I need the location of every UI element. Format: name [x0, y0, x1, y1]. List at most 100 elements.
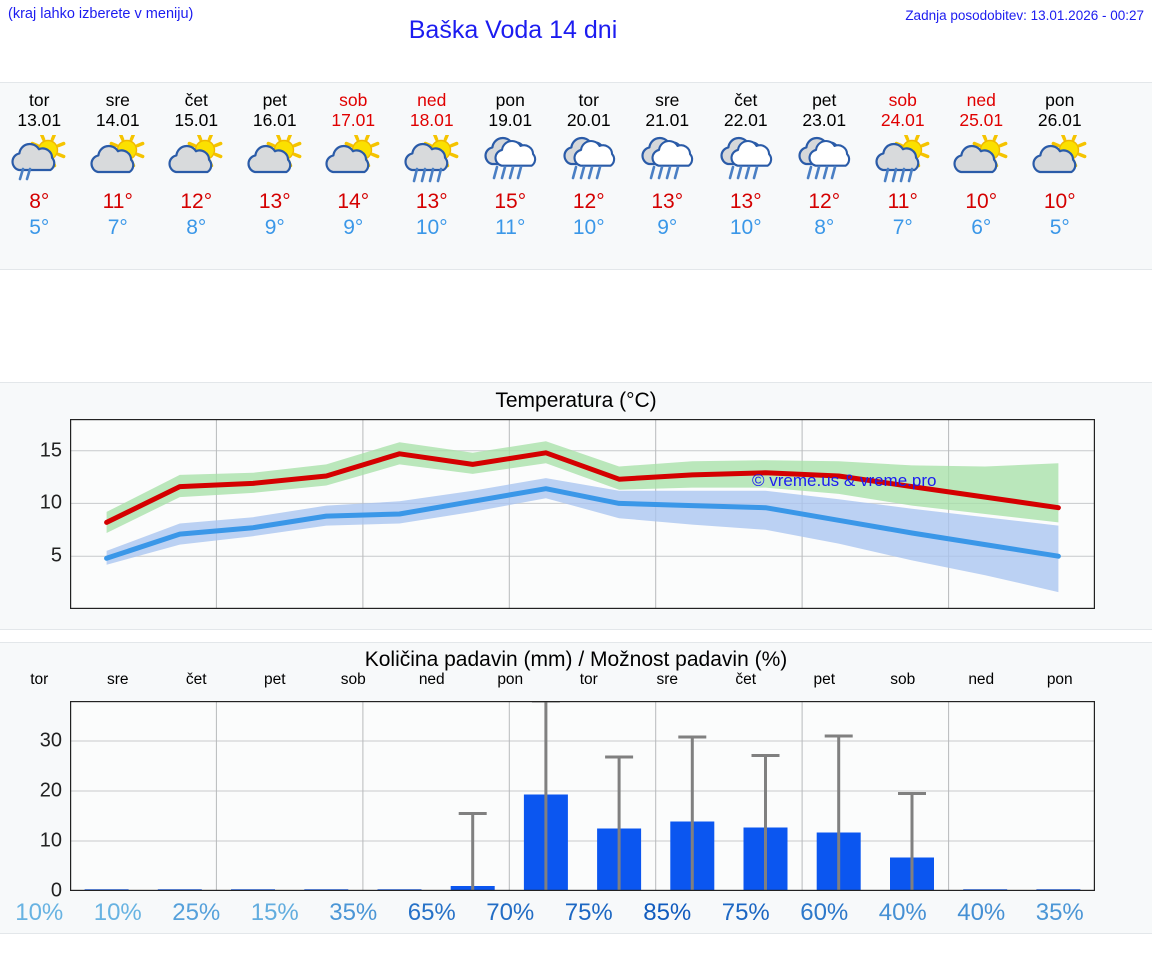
- day-forecast-card[interactable]: tor 13.01 8° 5°: [0, 83, 79, 269]
- day-date: 21.01: [645, 110, 690, 130]
- precipitation-day-label: sob: [340, 671, 366, 688]
- temperature-y-axis: 5 10 15: [0, 419, 62, 609]
- y-axis-tick-label: 5: [50, 544, 62, 567]
- temperature-chart-title: Temperatura (°C): [495, 389, 657, 412]
- precipitation-day-label: tor: [30, 671, 49, 688]
- temperature-chart-panel: Temperatura (°C) 5 10 15 © vreme.us & vrem…: [0, 382, 1152, 630]
- day-name: pet: [262, 90, 287, 110]
- day-forecast-card[interactable]: tor 20.01 12° 10°: [550, 83, 629, 269]
- day-date: 25.01: [959, 110, 1004, 130]
- day-date: 14.01: [95, 110, 140, 130]
- day-name: sre: [655, 90, 680, 110]
- day-name: čet: [184, 90, 208, 110]
- precipitation-y-axis: 0 10 20 30: [0, 701, 62, 902]
- precipitation-probability-label: 85%: [643, 899, 692, 926]
- precipitation-probability-label: 15%: [250, 899, 299, 926]
- day-max-temp: 14°: [337, 190, 370, 213]
- precipitation-day-label: pon: [497, 671, 524, 688]
- daily-forecast-list: tor 13.01 8° 5° sre 14.01 11° 7° čet 15.01 12° 8…: [0, 83, 1152, 269]
- day-min-temp: 9°: [343, 216, 364, 239]
- menu-hint: (kraj lahko izberete v meniju): [8, 6, 194, 22]
- day-forecast-card[interactable]: čet 22.01 13° 10°: [707, 83, 786, 269]
- day-forecast-card[interactable]: pet 23.01 12° 8°: [785, 83, 864, 269]
- precipitation-probability-row: 10% 10% 25% 15% 35% 65% 70% 75% 85% 75% 60% 40% 40% 3…: [0, 899, 1152, 927]
- cloud-rain-icon: [471, 131, 550, 189]
- day-date: 24.01: [880, 110, 925, 130]
- day-max-temp: 8°: [29, 190, 50, 213]
- precipitation-day-label: pet: [263, 671, 286, 688]
- day-min-temp: 9°: [264, 216, 285, 239]
- day-name: ned: [966, 90, 996, 110]
- day-min-temp: 7°: [107, 216, 128, 239]
- day-min-temp: 5°: [1049, 216, 1070, 239]
- day-name: ned: [417, 90, 447, 110]
- sun-cloud-icon: [157, 131, 236, 189]
- day-date: 23.01: [802, 110, 847, 130]
- day-name: sob: [339, 90, 368, 110]
- day-name: čet: [734, 90, 758, 110]
- precipitation-probability-label: 65%: [407, 899, 456, 926]
- day-date: 19.01: [488, 110, 533, 130]
- day-max-temp: 12°: [572, 190, 605, 213]
- day-min-temp: 9°: [657, 216, 678, 239]
- temperature-plot: [70, 419, 1095, 609]
- sun-cloud-rain-icon: [393, 131, 472, 189]
- precipitation-chart-title: Količina padavin (mm) / Možnost padavin …: [364, 648, 788, 671]
- y-axis-tick-label: 20: [39, 779, 62, 802]
- precipitation-probability-label: 10%: [15, 899, 64, 926]
- sun-cloud-icon: [1021, 131, 1100, 189]
- day-name: sre: [105, 90, 130, 110]
- sun-cloud-light-rain-icon: [0, 131, 79, 189]
- precipitation-day-label: tor: [579, 671, 598, 688]
- day-forecast-card[interactable]: pon 26.01 10° 5°: [1021, 83, 1100, 269]
- day-max-temp: 13°: [729, 190, 762, 213]
- sun-cloud-icon: [236, 131, 315, 189]
- precipitation-day-label: sob: [890, 671, 916, 688]
- day-max-temp: 13°: [651, 190, 684, 213]
- day-forecast-card[interactable]: sob 24.01 11° 7°: [864, 83, 943, 269]
- day-date: 17.01: [331, 110, 376, 130]
- day-min-temp: 10°: [415, 216, 448, 239]
- day-forecast-card[interactable]: pon 19.01 15° 11°: [471, 83, 550, 269]
- last-updated: Zadnja posodobitev: 13.01.2026 - 00:27: [905, 8, 1144, 23]
- daily-forecast-strip: tor 13.01 8° 5° sre 14.01 11° 7° čet 15.01 12° 8…: [0, 82, 1152, 270]
- precipitation-probability-label: 10%: [93, 899, 142, 926]
- cloud-rain-icon: [628, 131, 707, 189]
- day-name: tor: [29, 90, 50, 110]
- day-forecast-card[interactable]: sre 14.01 11° 7°: [79, 83, 158, 269]
- day-max-temp: 13°: [415, 190, 448, 213]
- day-forecast-card[interactable]: pet 16.01 13° 9°: [236, 83, 315, 269]
- day-min-temp: 11°: [495, 216, 526, 239]
- precipitation-probability-label: 75%: [564, 899, 613, 926]
- watermark: © vreme.us & vreme.pro: [752, 471, 937, 490]
- day-min-temp: 5°: [29, 216, 50, 239]
- precipitation-probability-label: 40%: [957, 899, 1006, 926]
- day-max-temp: 10°: [1043, 190, 1076, 213]
- day-date: 22.01: [723, 110, 768, 130]
- day-date: 18.01: [409, 110, 454, 130]
- cloud-rain-icon: [707, 131, 786, 189]
- day-forecast-card[interactable]: čet 15.01 12° 8°: [157, 83, 236, 269]
- sun-cloud-icon: [942, 131, 1021, 189]
- day-forecast-card[interactable]: sob 17.01 14° 9°: [314, 83, 393, 269]
- sun-cloud-icon: [314, 131, 393, 189]
- precipitation-day-label: sre: [656, 671, 679, 688]
- precipitation-day-label: pet: [813, 671, 836, 688]
- precipitation-probability-label: 35%: [1035, 899, 1084, 926]
- day-name: pon: [1045, 90, 1075, 110]
- precipitation-probability-label: 60%: [800, 899, 849, 926]
- page-title: Baška Voda 14 dni: [408, 16, 618, 44]
- y-axis-tick-label: 30: [39, 729, 62, 752]
- day-name: tor: [578, 90, 599, 110]
- precipitation-plot: [70, 701, 1095, 891]
- day-forecast-card[interactable]: ned 25.01 10° 6°: [942, 83, 1021, 269]
- day-forecast-card[interactable]: ned 18.01 13° 10°: [393, 83, 472, 269]
- day-name: sob: [888, 90, 917, 110]
- precipitation-day-label: sre: [106, 671, 129, 688]
- precipitation-day-labels: tor sre čet pet sob ned pon tor sre čet pet sob ned p…: [0, 671, 1152, 689]
- precipitation-probability-label: 25%: [172, 899, 221, 926]
- day-max-temp: 13°: [258, 190, 291, 213]
- day-forecast-card[interactable]: sre 21.01 13° 9°: [628, 83, 707, 269]
- sun-cloud-rain-icon: [864, 131, 943, 189]
- day-name: pet: [812, 90, 837, 110]
